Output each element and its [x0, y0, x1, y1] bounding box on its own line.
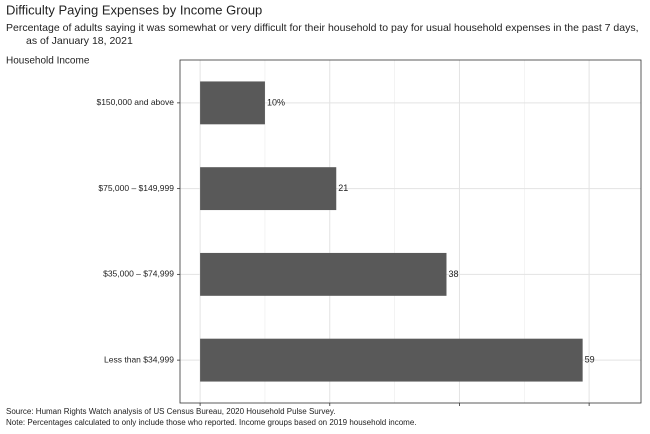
bar — [200, 338, 583, 382]
data-label: 38 — [448, 269, 458, 279]
chart-title: Difficulty Paying Expenses by Income Gro… — [6, 2, 262, 17]
bar — [200, 252, 447, 296]
y-tick-label: $75,000 – $149,999 — [98, 183, 174, 193]
chart-subtitle: as of January 18, 2021 — [26, 35, 133, 47]
y-tick-label: $35,000 – $74,999 — [103, 269, 174, 279]
bar — [200, 81, 265, 125]
y-axis-title: Household Income — [6, 56, 90, 67]
source-note: Source: Human Rights Watch analysis of U… — [6, 407, 336, 416]
footnote: Note: Percentages calculated to only inc… — [6, 418, 417, 427]
data-label: 21 — [338, 183, 348, 193]
y-tick-label: $150,000 and above — [96, 97, 174, 107]
chart-subtitle: Percentage of adults saying it was somew… — [6, 22, 639, 34]
plot-border — [179, 59, 642, 404]
data-label: 10% — [267, 97, 285, 107]
y-tick-label: Less than $34,999 — [104, 354, 174, 364]
bar — [200, 167, 337, 211]
data-label: 59 — [585, 355, 595, 365]
